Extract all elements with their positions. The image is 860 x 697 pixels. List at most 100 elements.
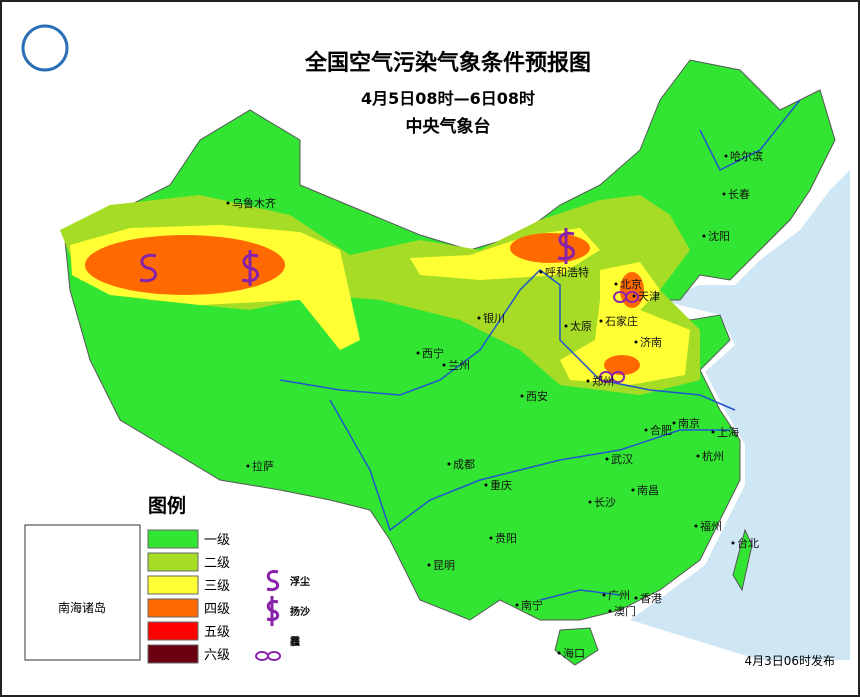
city-label: 呼和浩特 (545, 265, 589, 279)
legend-title: 图例 (148, 494, 186, 517)
level3-east (560, 262, 690, 385)
city-dot (634, 596, 638, 600)
city-label: 武汉 (611, 453, 633, 466)
legend-swatch (147, 621, 199, 641)
city-dot (489, 536, 493, 540)
city-dot (696, 454, 700, 458)
subtitle: 4月5日08时—6日08时 (361, 89, 535, 108)
legend-label: 三级 (204, 579, 230, 594)
city-dot (557, 651, 561, 655)
title: 全国空气污染气象条件预报图 (304, 50, 591, 76)
city-label: 石家庄 (605, 314, 638, 328)
city-dot (226, 201, 230, 205)
inset-label: 南海诸岛 (58, 600, 106, 615)
city-dot (608, 609, 612, 613)
city-label: 太原 (570, 320, 592, 333)
legend-label: 六级 (204, 648, 230, 663)
city-dot (416, 351, 420, 355)
city-label: 拉萨 (252, 459, 274, 473)
city-dot (634, 340, 638, 344)
city-dot (246, 464, 250, 468)
city-dot (515, 603, 519, 607)
city-dot (722, 192, 726, 196)
city-dot (631, 488, 635, 492)
city-label: 台北 (737, 536, 759, 550)
legend-swatch (147, 552, 199, 572)
symbol-label: 霾 (290, 636, 300, 648)
city-label: 天津 (638, 290, 660, 303)
city-dot (702, 234, 706, 238)
city-label: 银川 (483, 311, 505, 325)
taiwan (732, 528, 753, 592)
city-dot (564, 324, 568, 328)
city-label: 长沙 (594, 496, 616, 509)
city-label: 成都 (453, 458, 475, 471)
city-label: 香港 (640, 592, 662, 605)
city-label: 北京 (620, 277, 642, 291)
city-dot (586, 379, 590, 383)
symbol-label: 扬沙 (290, 605, 310, 618)
rivers (279, 99, 801, 601)
city-dot (605, 457, 609, 461)
city-label: 南昌 (637, 484, 659, 497)
city-label: 杭州 (702, 449, 724, 463)
city-label: 南宁 (521, 598, 543, 612)
city-dot (644, 428, 648, 432)
city-dot (711, 430, 715, 434)
city-label: 澳门 (614, 604, 636, 618)
city-label: 乌鲁木齐 (232, 196, 276, 210)
hainan (554, 627, 599, 666)
release: 4月3日06时发布 (744, 653, 835, 668)
legend-swatch (147, 529, 199, 549)
city-dot (614, 282, 618, 286)
city-label: 长春 (728, 188, 750, 201)
legend-swatch (147, 644, 199, 664)
city-label: 济南 (640, 335, 662, 349)
city-dot (484, 483, 488, 487)
level4-north (510, 233, 590, 263)
city-label: 哈尔滨 (730, 149, 763, 163)
city-label: 沈阳 (708, 229, 730, 243)
city-dot (447, 462, 451, 466)
city-label: 重庆 (490, 478, 512, 492)
city-label: 南京 (678, 416, 700, 430)
legend-swatch (147, 598, 199, 618)
level4-henan (604, 355, 640, 375)
logo (21, 24, 69, 72)
city-label: 贵阳 (495, 532, 517, 545)
city-dot (539, 270, 543, 274)
symbol-icon (255, 651, 282, 661)
legend-swatch (147, 575, 199, 595)
city-dot (632, 294, 636, 298)
city-dot (442, 363, 446, 367)
city-dot (724, 154, 728, 158)
city-dot (520, 394, 524, 398)
legend-label: 五级 (204, 625, 230, 640)
city-dot (588, 500, 592, 504)
city-label: 郑州 (592, 374, 614, 388)
city-label: 合肥 (650, 423, 672, 437)
city-dot (731, 541, 735, 545)
symbol-label: 浮尘 (290, 575, 310, 588)
legend-label: 二级 (204, 556, 230, 571)
symbol-icon (266, 596, 280, 626)
city-label: 昆明 (433, 559, 455, 572)
weather-symbols (139, 228, 640, 383)
symbol-icon (266, 569, 280, 592)
city-label: 西安 (526, 389, 548, 403)
city-dot (694, 524, 698, 528)
city-label: 海口 (563, 646, 585, 660)
city-label: 兰州 (448, 359, 470, 372)
legend-label: 四级 (204, 602, 230, 617)
legend-label: 一级 (204, 533, 230, 548)
city-label: 西宁 (422, 346, 444, 360)
city-label: 福州 (700, 519, 722, 533)
level4-west (85, 235, 285, 295)
city-dot (672, 421, 676, 425)
city-label: 广州 (608, 589, 630, 602)
agency: 中央气象台 (406, 116, 491, 137)
city-dot (427, 563, 431, 567)
